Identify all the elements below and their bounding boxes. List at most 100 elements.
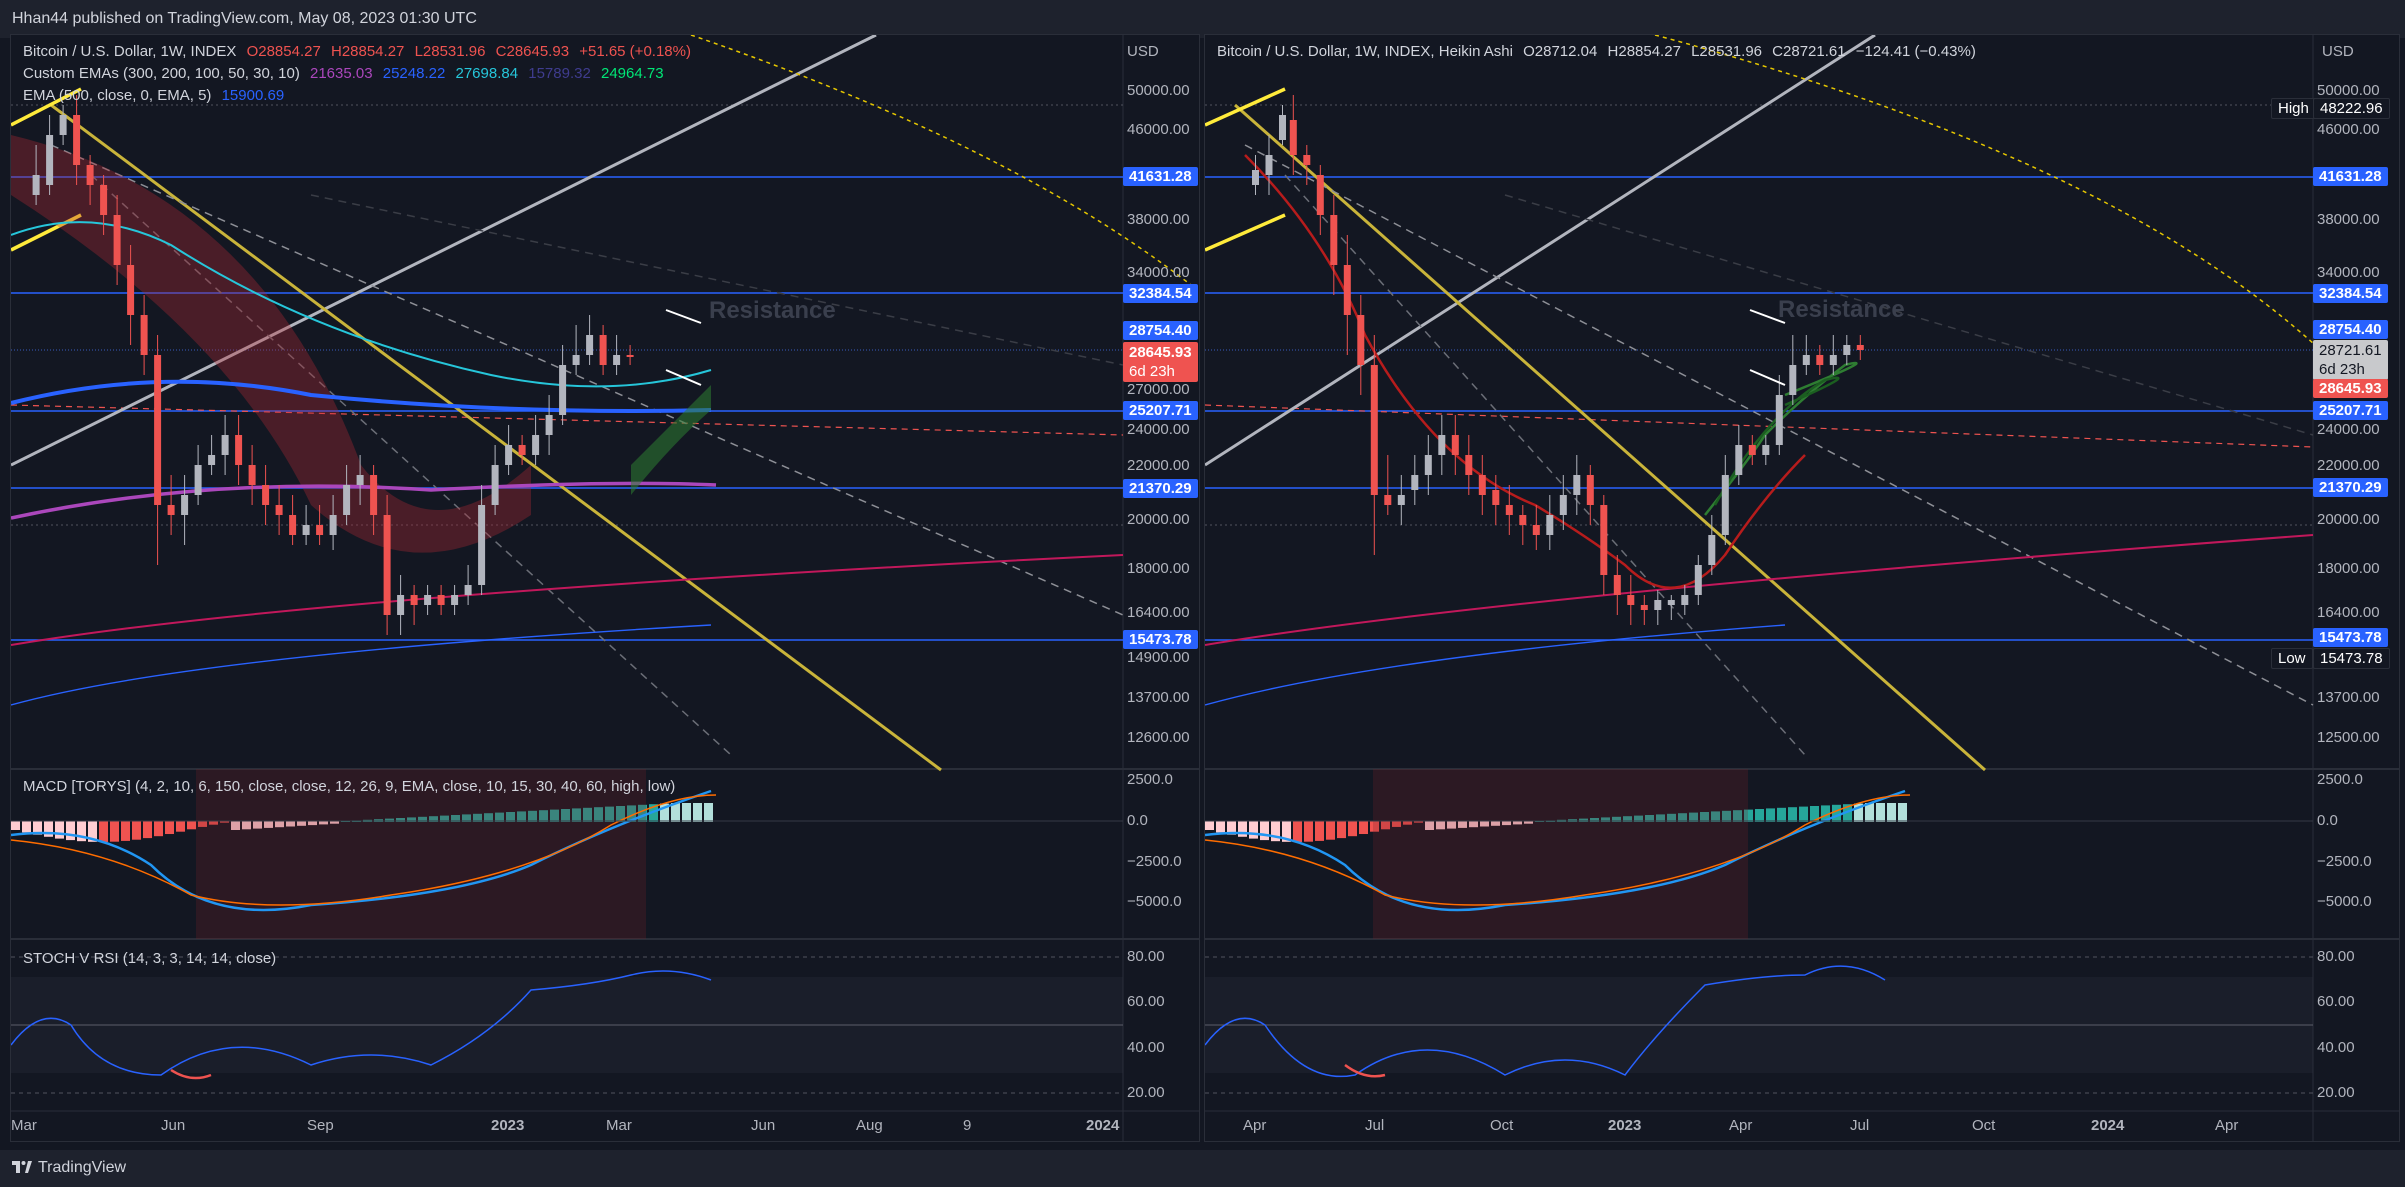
macd-histogram-bar: [220, 821, 229, 823]
candle-body: [113, 215, 121, 265]
gray-dashed-trend: [310, 194, 1124, 366]
left-last-price: 28645.93: [1129, 344, 1192, 361]
candle-body: [1465, 455, 1473, 475]
macd-histogram-bar: [594, 807, 603, 822]
yellow-trendline: [50, 103, 942, 772]
candle-body: [181, 495, 189, 515]
candle-body: [586, 335, 594, 355]
macd-histogram-bar: [1469, 821, 1478, 828]
candle-body: [248, 465, 256, 485]
stoch-band-fill: [1205, 977, 2313, 1073]
right-y-tick: 24000.00: [2317, 421, 2380, 438]
candle-body: [424, 595, 432, 605]
left-chart-canvas[interactable]: [11, 35, 1200, 1142]
macd-histogram-bar: [1337, 821, 1346, 839]
candle-body: [1384, 495, 1392, 505]
right-level-tag: 28754.40: [2313, 320, 2388, 339]
macd-histogram-bar: [1282, 821, 1291, 842]
macd-histogram-bar: [1480, 821, 1489, 827]
left-last-price-tag: 28645.93 6d 23h: [1123, 342, 1198, 382]
pattern-line: [665, 369, 702, 386]
candle-body: [545, 415, 553, 435]
candle-body: [356, 475, 364, 485]
candle-body: [1478, 475, 1486, 495]
macd-histogram-bar: [33, 821, 42, 835]
left-x-tick: Aug: [856, 1117, 883, 1134]
macd-histogram-bar: [1491, 821, 1500, 826]
macd-histogram-bar: [1260, 821, 1269, 841]
candle-body: [613, 355, 621, 365]
macd-histogram-bar: [44, 821, 53, 837]
right-symbol-legend: Bitcoin / U.S. Dollar, 1W, INDEX, Heikin…: [1217, 43, 1982, 60]
left-stoch-legend: STOCH V RSI (14, 3, 3, 14, 14, close): [23, 950, 277, 967]
macd-histogram-bar: [539, 810, 548, 822]
macd-histogram-bar: [484, 813, 493, 822]
macd-histogram-bar: [473, 813, 482, 822]
macd-histogram-bar: [319, 821, 328, 825]
candle-body: [464, 585, 472, 595]
macd-histogram-bar: [264, 821, 273, 828]
macd-histogram-bar: [572, 808, 581, 822]
candle-body: [1451, 435, 1459, 455]
right-high: H28854.27: [1607, 43, 1681, 60]
ema-value-5: 24964.73: [601, 65, 664, 82]
left-y-tick: 34000.00: [1127, 264, 1190, 281]
candle-body: [505, 445, 513, 465]
tradingview-logo[interactable]: TradingView: [12, 1159, 126, 1177]
macd-histogram-bar: [330, 821, 339, 824]
macd-histogram-bar: [1876, 803, 1885, 822]
ema-line-pink: [1205, 534, 2314, 646]
right-chart-canvas[interactable]: [1205, 35, 2400, 1142]
left-level-tag: 32384.54: [1123, 284, 1198, 303]
macd-histogram-bar: [1205, 821, 1214, 830]
candle-body: [559, 365, 567, 415]
candle-body: [1856, 345, 1864, 350]
macd-histogram-bar: [407, 817, 416, 822]
right-x-tick: Oct: [1490, 1117, 1514, 1134]
candle-body: [1303, 155, 1311, 165]
pattern-line: [665, 309, 702, 324]
left-symbol-title: Bitcoin / U.S. Dollar, 1W, INDEX: [23, 43, 237, 60]
macd-histogram-bar: [1865, 803, 1874, 822]
macd-histogram-bar: [176, 821, 185, 832]
candle-body: [1505, 505, 1513, 515]
macd-histogram-bar: [495, 812, 504, 822]
ema-value-3: 27698.84: [455, 65, 519, 82]
macd-histogram-bar: [1766, 808, 1775, 822]
candle-body: [1438, 435, 1446, 455]
right-level-tag: 21370.29: [2313, 478, 2388, 497]
macd-histogram-bar: [1656, 814, 1665, 822]
right-last-price-tag: 28721.61 6d 23h: [2313, 340, 2388, 380]
left-chart-pane[interactable]: Bitcoin / U.S. Dollar, 1W, INDEX O28854.…: [10, 34, 1200, 1142]
ema-value-1: 21635.03: [310, 65, 373, 82]
candle-body: [1816, 355, 1824, 365]
macd-histogram-bar: [110, 821, 119, 842]
right-macd-tick: 2500.0: [2317, 771, 2363, 788]
gray-dashed-trend: [1504, 194, 2314, 436]
left-x-tick: 2023: [491, 1117, 525, 1134]
macd-histogram-bar: [1579, 818, 1588, 822]
candle-body: [140, 315, 148, 355]
publish-header: Hhan44 published on TradingView.com, May…: [0, 0, 2405, 38]
candle-body: [491, 465, 499, 505]
macd-histogram-bar: [1612, 816, 1621, 822]
candle-body: [316, 525, 324, 535]
right-x-tick: Jul: [1850, 1117, 1870, 1134]
macd-histogram-bar: [1788, 807, 1797, 822]
macd-histogram-bar: [1392, 821, 1401, 827]
green-cloud: [631, 385, 711, 495]
publish-text: Hhan44 published on TradingView.com, May…: [12, 10, 477, 27]
left-stoch-tick: 40.00: [1127, 1039, 1165, 1056]
candle-body: [329, 515, 337, 535]
candle-body: [1330, 215, 1338, 265]
pattern-line: [1749, 369, 1786, 386]
stoch-oversold-segment: [1344, 1063, 1386, 1078]
ema-line-pink: [11, 554, 1124, 646]
candle-body: [46, 135, 54, 185]
right-chart-pane[interactable]: Bitcoin / U.S. Dollar, 1W, INDEX, Heikin…: [1204, 34, 2400, 1142]
ema2-value: 15900.69: [221, 87, 285, 104]
macd-histogram-bar: [1623, 816, 1632, 822]
macd-histogram-bar: [253, 821, 262, 829]
macd-histogram-bar: [1447, 821, 1456, 829]
macd-histogram-bar: [638, 804, 647, 822]
